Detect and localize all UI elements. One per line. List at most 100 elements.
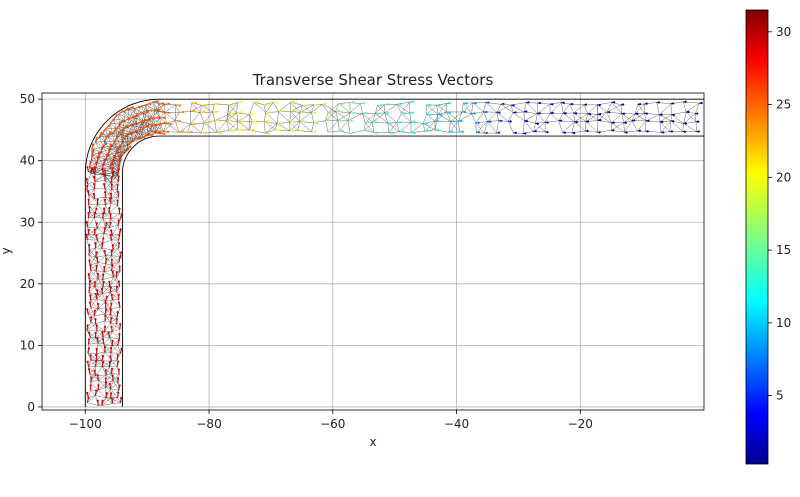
vector-head — [252, 128, 255, 131]
vector-head — [86, 360, 89, 363]
vector-head — [489, 120, 492, 123]
vector-head — [117, 301, 121, 304]
vector-head — [161, 102, 165, 105]
vector-head — [352, 101, 355, 104]
vector-head — [119, 228, 122, 231]
vector-head — [660, 113, 663, 116]
vector-head — [498, 111, 501, 114]
vector-head — [559, 119, 563, 122]
vector-head — [683, 130, 686, 133]
vector-head — [88, 286, 91, 289]
y-tick-label: 0 — [27, 400, 35, 414]
vector-head — [101, 330, 104, 334]
vector-head — [103, 325, 107, 328]
vector-head — [473, 112, 476, 115]
vector-head — [101, 399, 104, 402]
vector-head — [572, 131, 576, 135]
vector-head — [95, 389, 98, 392]
vector-head — [118, 131, 121, 134]
vector-head — [477, 131, 481, 134]
vector-head — [96, 337, 99, 340]
vector-head — [104, 314, 107, 318]
vector-head — [316, 103, 319, 106]
vector-head — [546, 131, 549, 134]
vector-head — [697, 120, 700, 123]
vector-head — [169, 122, 172, 126]
vector-head — [411, 100, 415, 103]
vector-head — [622, 112, 626, 115]
vector-head — [316, 122, 319, 125]
vector-head — [534, 130, 537, 133]
x-tick-label: −60 — [320, 417, 345, 431]
vector-head — [150, 109, 153, 112]
vector-head — [95, 256, 99, 259]
vector-head — [115, 137, 118, 140]
vector-head — [94, 293, 97, 296]
vector-head — [100, 131, 103, 135]
vector-head — [95, 234, 98, 237]
vector-head — [118, 384, 121, 387]
vector-head — [341, 102, 344, 106]
vector-head — [108, 149, 111, 153]
vector-head — [116, 311, 119, 314]
colorbar-tick-label: 5 — [776, 389, 784, 403]
vector-head — [110, 258, 114, 262]
vector-head — [387, 112, 390, 115]
vector-head — [103, 265, 106, 269]
vector-head — [525, 110, 528, 113]
vector-head — [293, 100, 296, 104]
vector-head — [146, 110, 150, 114]
colorbar-tick-label: 15 — [776, 243, 791, 257]
colorbar-tick-label: 10 — [776, 316, 791, 330]
vector-head — [105, 295, 108, 298]
vector-head — [94, 317, 97, 321]
vector-head — [111, 374, 114, 377]
vector-head — [375, 131, 379, 134]
vector-head — [116, 377, 119, 380]
vector-head — [281, 110, 284, 113]
vector-head — [104, 377, 107, 380]
vector-head — [138, 105, 141, 109]
vector-head — [117, 242, 121, 245]
vector-head — [163, 121, 166, 125]
vector-head — [94, 331, 97, 335]
vector-head — [94, 353, 98, 357]
vector-head — [110, 183, 113, 186]
vector-head — [363, 101, 366, 105]
vector-head — [613, 101, 616, 104]
vector-head — [178, 120, 181, 123]
vector-head — [538, 101, 542, 105]
vector-head — [110, 347, 113, 350]
vector-head — [460, 119, 463, 123]
vector-head — [672, 113, 676, 116]
vector-head — [148, 102, 152, 105]
vector-head — [96, 374, 99, 377]
vector-head — [461, 130, 464, 133]
vector-head — [109, 233, 112, 237]
vector-head — [379, 104, 382, 107]
vector-head — [117, 293, 120, 296]
vector-head — [93, 182, 96, 186]
vector-head — [114, 129, 117, 132]
vector-head — [314, 130, 317, 133]
vector-head — [633, 119, 636, 122]
vector-head — [89, 384, 92, 387]
vector-head — [97, 302, 100, 306]
vector-head — [101, 338, 105, 341]
vector-head — [207, 121, 210, 124]
vector-head — [89, 354, 92, 357]
vector-head — [117, 219, 120, 222]
vector-head — [612, 129, 615, 132]
vector-head — [194, 101, 198, 105]
vector-head — [97, 384, 100, 387]
vector-head — [139, 111, 143, 114]
vector-head — [514, 111, 517, 114]
vector-head — [161, 110, 164, 113]
vector-head — [292, 120, 295, 123]
vector-head — [88, 243, 91, 247]
vector-head — [202, 110, 206, 113]
vector-head — [636, 112, 639, 115]
vector-head — [93, 309, 97, 312]
vector-head — [117, 175, 120, 178]
vector-head — [110, 249, 113, 252]
